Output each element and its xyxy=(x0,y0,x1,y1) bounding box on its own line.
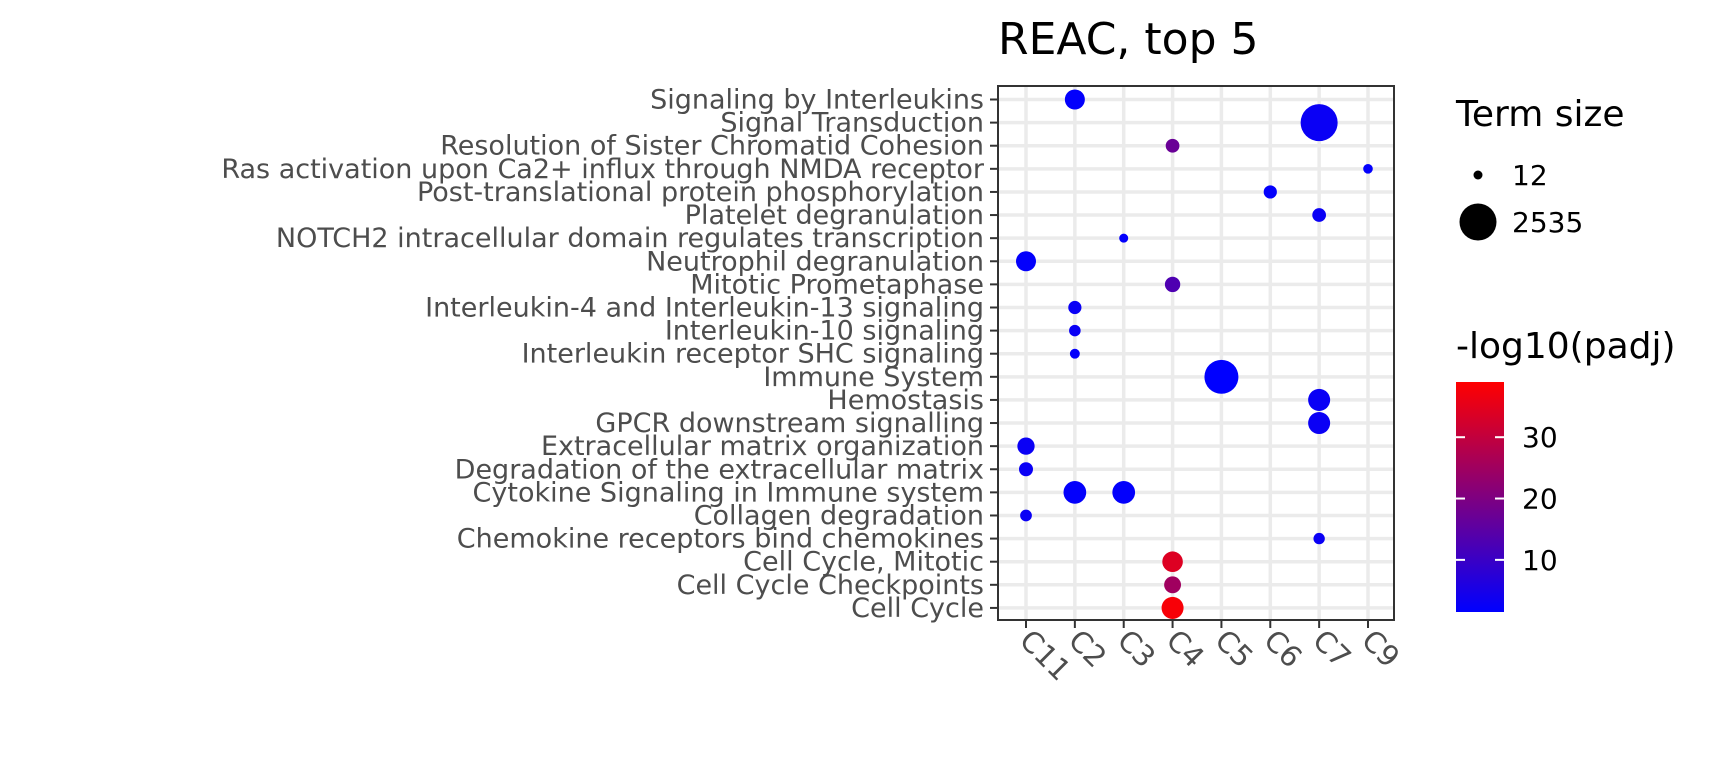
y-tick-label: Interleukin-4 and Interleukin-13 signali… xyxy=(425,292,984,323)
x-tick-label: C6 xyxy=(1257,623,1308,674)
y-tick-label: Interleukin receptor SHC signaling xyxy=(522,339,984,370)
data-point xyxy=(1308,388,1331,411)
data-point xyxy=(1015,251,1037,272)
data-point xyxy=(1069,348,1080,359)
data-point xyxy=(1063,481,1087,504)
data-point xyxy=(1363,164,1373,174)
data-point xyxy=(1165,138,1180,153)
data-point xyxy=(1064,89,1085,110)
x-tick-label: C3 xyxy=(1111,623,1162,674)
data-points xyxy=(1015,89,1373,619)
y-tick-label: Neutrophil degranulation xyxy=(646,246,984,277)
y-tick-label: Mitotic Prometaphase xyxy=(690,269,984,300)
y-tick-label: NOTCH2 intracellular domain regulates tr… xyxy=(276,223,984,254)
size-legend-label: 12 xyxy=(1512,159,1548,192)
y-tick-label: Chemokine receptors bind chemokines xyxy=(457,524,984,555)
data-point xyxy=(1164,276,1181,293)
y-tick-label: Signal Transduction xyxy=(720,108,984,139)
y-tick-label: Degradation of the extracellular matrix xyxy=(455,454,984,485)
x-tick-label: C7 xyxy=(1306,623,1357,674)
y-tick-label: Post-translational protein phosphorylati… xyxy=(417,177,984,208)
colorbar xyxy=(1456,382,1504,612)
data-point xyxy=(1312,208,1327,222)
color-legend: -log10(padj) 10 20 30 xyxy=(1456,326,1676,612)
size-legend-label: 2535 xyxy=(1512,206,1583,239)
data-point xyxy=(1020,509,1032,522)
y-tick-label: Cell Cycle Checkpoints xyxy=(677,570,984,601)
y-tick-label: Interleukin-10 signaling xyxy=(665,316,984,347)
y-tick-label: Platelet degranulation xyxy=(685,200,984,231)
y-tick-label: Hemostasis xyxy=(827,385,984,416)
x-tick-label: C11 xyxy=(1013,623,1077,687)
y-tick-label: Immune System xyxy=(763,362,984,393)
grid-lines xyxy=(998,86,1394,620)
data-point xyxy=(1112,481,1136,504)
data-point xyxy=(1161,596,1184,619)
x-tick-label: C5 xyxy=(1208,623,1259,674)
y-tick-label: Extracellular matrix organization xyxy=(541,431,984,462)
data-point xyxy=(1017,437,1035,455)
data-point xyxy=(1300,104,1338,142)
colorbar-label: 30 xyxy=(1522,421,1558,454)
data-point xyxy=(1019,462,1033,477)
x-tick-label: C4 xyxy=(1160,623,1211,674)
y-tick-label: Cytokine Signaling in Immune system xyxy=(473,477,984,508)
y-tick-label: Collagen degradation xyxy=(694,500,984,531)
chart-title: REAC, top 5 xyxy=(998,14,1258,65)
data-point xyxy=(1313,532,1325,545)
y-tick-label: Cell Cycle, Mitotic xyxy=(743,547,984,578)
colorbar-label: 20 xyxy=(1522,483,1558,516)
size-legend-key xyxy=(1473,170,1483,180)
data-point xyxy=(1069,324,1081,337)
data-point xyxy=(1068,300,1082,315)
x-tick-label: C9 xyxy=(1355,623,1406,674)
y-tick-label: Resolution of Sister Chromatid Cohesion xyxy=(440,131,984,162)
data-point xyxy=(1204,359,1239,394)
y-tick-label: Signaling by Interleukins xyxy=(650,85,984,116)
data-point xyxy=(1263,185,1277,199)
data-point xyxy=(1119,233,1129,243)
data-point xyxy=(1308,412,1331,435)
data-point xyxy=(1162,551,1183,572)
y-tick-label: GPCR downstream signalling xyxy=(595,408,984,439)
y-tick-label: Ras activation upon Ca2+ influx through … xyxy=(221,154,985,185)
data-point xyxy=(1164,576,1182,594)
size-legend-key xyxy=(1459,203,1497,241)
colorbar-label: 10 xyxy=(1522,544,1558,577)
y-tick-label: Cell Cycle xyxy=(851,593,984,624)
size-legend: Term size 12 2535 xyxy=(1455,94,1625,241)
color-legend-title: -log10(padj) xyxy=(1456,326,1676,367)
size-legend-title: Term size xyxy=(1455,94,1625,135)
